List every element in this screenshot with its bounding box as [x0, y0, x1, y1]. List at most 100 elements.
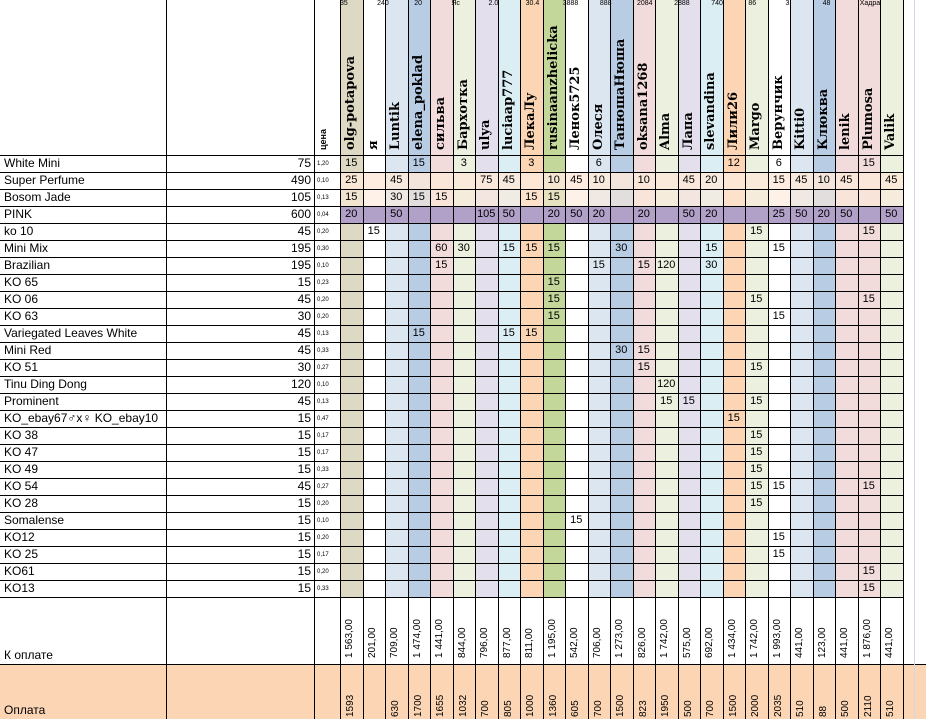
- quantity-cell[interactable]: [363, 580, 386, 597]
- quantity-cell[interactable]: [700, 444, 723, 461]
- quantity-cell[interactable]: [385, 325, 408, 342]
- quantity-cell[interactable]: [385, 410, 408, 427]
- quantity-cell[interactable]: [385, 495, 408, 512]
- quantity-cell[interactable]: [880, 478, 903, 495]
- quantity-cell[interactable]: [520, 495, 543, 512]
- quantity-cell[interactable]: [475, 478, 498, 495]
- quantity-cell[interactable]: [610, 461, 633, 478]
- quantity-cell[interactable]: [453, 393, 476, 410]
- quantity-cell[interactable]: [340, 512, 363, 529]
- product-name[interactable]: KO 06: [4, 292, 39, 306]
- quantity-cell[interactable]: [813, 155, 836, 172]
- product-price[interactable]: 45: [297, 326, 311, 340]
- quantity-cell[interactable]: [453, 274, 476, 291]
- quantity-cell[interactable]: [543, 495, 566, 512]
- user-name-header[interactable]: rusinaanzhelicka: [545, 25, 561, 150]
- product-rate[interactable]: 0,17: [317, 433, 329, 439]
- quantity-cell[interactable]: [610, 376, 633, 393]
- quantity-cell[interactable]: [408, 529, 431, 546]
- quantity-cell[interactable]: [363, 427, 386, 444]
- quantity-cell[interactable]: [520, 461, 543, 478]
- quantity-cell[interactable]: [633, 563, 656, 580]
- quantity-cell[interactable]: [835, 529, 858, 546]
- quantity-cell[interactable]: 50: [885, 208, 898, 220]
- quantity-cell[interactable]: [678, 410, 701, 427]
- quantity-cell[interactable]: [745, 155, 768, 172]
- quantity-cell[interactable]: [880, 155, 903, 172]
- quantity-cell[interactable]: 30: [457, 242, 470, 254]
- quantity-cell[interactable]: [453, 206, 476, 223]
- quantity-cell[interactable]: [588, 580, 611, 597]
- quantity-cell[interactable]: [745, 580, 768, 597]
- quantity-cell[interactable]: 15: [772, 174, 785, 186]
- quantity-cell[interactable]: [700, 325, 723, 342]
- user-name-header[interactable]: Luntik: [388, 102, 403, 150]
- quantity-cell[interactable]: [790, 529, 813, 546]
- quantity-cell[interactable]: [768, 274, 791, 291]
- quantity-cell[interactable]: 15: [570, 514, 583, 526]
- quantity-cell[interactable]: [700, 563, 723, 580]
- quantity-cell[interactable]: [543, 512, 566, 529]
- product-name[interactable]: Tinu Ding Dong: [4, 377, 87, 391]
- quantity-cell[interactable]: [678, 427, 701, 444]
- quantity-cell[interactable]: [498, 393, 521, 410]
- quantity-cell[interactable]: [408, 308, 431, 325]
- quantity-cell[interactable]: [813, 393, 836, 410]
- quantity-cell[interactable]: [543, 257, 566, 274]
- quantity-cell[interactable]: [813, 257, 836, 274]
- quantity-cell[interactable]: [543, 546, 566, 563]
- quantity-cell[interactable]: [475, 495, 498, 512]
- product-rate[interactable]: 0,13: [317, 331, 329, 337]
- quantity-cell[interactable]: [880, 240, 903, 257]
- quantity-cell[interactable]: [633, 291, 656, 308]
- quantity-cell[interactable]: [610, 189, 633, 206]
- quantity-cell[interactable]: [565, 529, 588, 546]
- quantity-cell[interactable]: 10: [817, 174, 830, 186]
- product-name[interactable]: KO 47: [4, 445, 39, 459]
- quantity-cell[interactable]: [543, 529, 566, 546]
- quantity-cell[interactable]: [723, 529, 746, 546]
- quantity-cell[interactable]: [655, 240, 678, 257]
- quantity-cell[interactable]: [385, 478, 408, 495]
- quantity-cell[interactable]: [700, 546, 723, 563]
- quantity-cell[interactable]: [790, 257, 813, 274]
- product-name[interactable]: KO 65: [4, 275, 39, 289]
- quantity-cell[interactable]: [498, 291, 521, 308]
- product-name[interactable]: KO 63: [4, 309, 39, 323]
- quantity-cell[interactable]: [565, 580, 588, 597]
- quantity-cell[interactable]: [700, 223, 723, 240]
- quantity-cell[interactable]: 105: [477, 208, 496, 220]
- quantity-cell[interactable]: [655, 427, 678, 444]
- user-total[interactable]: 123,00: [816, 627, 828, 658]
- quantity-cell[interactable]: [408, 172, 431, 189]
- quantity-cell[interactable]: [790, 359, 813, 376]
- quantity-cell[interactable]: [453, 546, 476, 563]
- quantity-cell[interactable]: [475, 444, 498, 461]
- quantity-cell[interactable]: [723, 274, 746, 291]
- quantity-cell[interactable]: [858, 342, 881, 359]
- quantity-cell[interactable]: [858, 410, 881, 427]
- quantity-cell[interactable]: [340, 325, 363, 342]
- quantity-cell[interactable]: [340, 410, 363, 427]
- quantity-cell[interactable]: [745, 563, 768, 580]
- quantity-cell[interactable]: [858, 325, 881, 342]
- quantity-cell[interactable]: [700, 461, 723, 478]
- quantity-cell[interactable]: [565, 257, 588, 274]
- quantity-cell[interactable]: [678, 461, 701, 478]
- quantity-cell[interactable]: [588, 189, 611, 206]
- user-payment[interactable]: 630: [390, 700, 401, 717]
- quantity-cell[interactable]: [723, 359, 746, 376]
- quantity-cell[interactable]: 15: [637, 259, 650, 271]
- quantity-cell[interactable]: [655, 410, 678, 427]
- quantity-cell[interactable]: [858, 206, 881, 223]
- quantity-cell[interactable]: [408, 478, 431, 495]
- quantity-cell[interactable]: [543, 478, 566, 495]
- quantity-cell[interactable]: [498, 495, 521, 512]
- quantity-cell[interactable]: [790, 478, 813, 495]
- quantity-cell[interactable]: [655, 529, 678, 546]
- quantity-cell[interactable]: [453, 291, 476, 308]
- quantity-cell[interactable]: [790, 427, 813, 444]
- quantity-cell[interactable]: [745, 376, 768, 393]
- product-rate[interactable]: 0,20: [317, 501, 329, 507]
- quantity-cell[interactable]: 15: [750, 497, 763, 509]
